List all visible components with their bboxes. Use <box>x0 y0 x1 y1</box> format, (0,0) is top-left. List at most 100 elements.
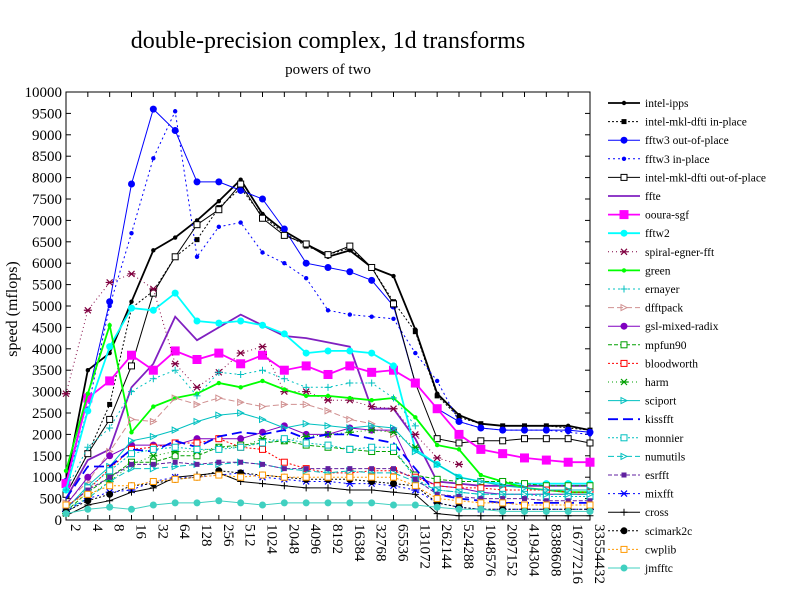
data-point-dfftpack <box>324 407 333 415</box>
data-point-fftw3 out-of-place <box>368 276 376 284</box>
data-point-ooura-sgf <box>585 457 595 467</box>
data-point-jmfftc <box>215 497 223 505</box>
data-point-spiral-egner-fft <box>83 306 92 314</box>
data-point-cwplib <box>215 471 223 479</box>
data-point-numutils <box>128 464 136 473</box>
x-tick-label: 2048 <box>285 524 301 554</box>
data-point-ooura-sgf <box>389 365 398 375</box>
data-point-esrfft <box>369 466 375 472</box>
data-point-fftw3 out-of-place <box>237 186 245 194</box>
data-point-cwplib <box>84 490 92 498</box>
x-tick-label: 16 <box>133 524 149 540</box>
data-point-fftw3 in-place <box>347 312 353 317</box>
data-point-esrfft <box>587 498 593 504</box>
data-point-ooura-sgf <box>236 359 246 369</box>
legend-label-cross: cross <box>645 507 669 519</box>
data-point-fftw3 out-of-place <box>128 180 135 188</box>
data-point-sciport <box>302 419 311 428</box>
data-point-cross <box>368 486 376 494</box>
data-point-intel-mkl-dfti in-place <box>478 421 484 427</box>
x-tick-label: 16777216 <box>569 524 585 585</box>
data-point-fftw2 <box>259 321 266 329</box>
data-point-spiral-egner-fft <box>389 405 398 413</box>
data-point-bloodworth <box>477 484 485 492</box>
data-point-ernayer <box>171 366 179 374</box>
data-point-esrfft <box>172 459 178 465</box>
data-point-jmfftc <box>455 505 463 513</box>
data-point-intel-mkl-dfti in-place <box>456 414 462 420</box>
y-tick-label: 8000 <box>32 171 62 187</box>
data-point-cwplib <box>390 473 397 481</box>
legend-marker-intel-mkl-dfti out-of-place <box>620 173 628 181</box>
data-point-ernayer <box>368 379 376 387</box>
data-point-esrfft <box>303 466 309 472</box>
data-point-intel-mkl-dfti out-of-place <box>586 439 594 447</box>
data-point-numutils <box>171 462 180 471</box>
data-point-ooura-sgf <box>279 365 289 375</box>
legend-label-fftw2: fftw2 <box>645 228 670 240</box>
data-point-cwplib <box>193 473 201 481</box>
data-point-sciport <box>477 477 485 486</box>
data-point-monnier <box>237 443 245 451</box>
x-tick-label: 8388608 <box>547 524 563 577</box>
y-tick-label: 1500 <box>32 449 62 465</box>
data-point-fftw3 in-place <box>260 250 265 255</box>
data-point-spiral-egner-fft <box>302 388 311 396</box>
data-point-ooura-sgf <box>170 346 180 356</box>
legend-label-dfftpack: dfftpack <box>645 303 683 315</box>
data-point-fftw2 <box>324 347 332 355</box>
y-tick-label: 5000 <box>32 299 62 315</box>
data-point-fftw3 in-place <box>107 303 112 309</box>
data-point-cwplib <box>259 471 266 479</box>
x-tick-label: 4096 <box>307 524 323 555</box>
data-point-cross <box>128 488 135 496</box>
data-point-jmfftc <box>324 499 332 507</box>
data-point-spiral-egner-fft <box>149 285 158 293</box>
y-tick-label: 7500 <box>32 192 62 208</box>
data-point-esrfft <box>522 496 527 502</box>
data-point-fftw2 <box>280 330 288 338</box>
data-point-dfftpack <box>259 402 267 411</box>
data-point-dfftpack <box>237 398 245 407</box>
x-tick-label: 512 <box>242 524 258 547</box>
data-point-fftw2 <box>346 347 354 355</box>
y-tick-label: 9000 <box>32 128 62 144</box>
x-tick-label: 32 <box>154 524 170 539</box>
data-point-cwplib <box>324 473 332 481</box>
data-point-intel-mkl-dfti out-of-place <box>280 231 288 239</box>
data-point-numutils <box>586 490 595 499</box>
data-point-fftw3 out-of-place <box>302 259 310 267</box>
legend-marker-bloodworth <box>620 359 628 367</box>
data-point-intel-mkl-dfti out-of-place <box>106 415 114 423</box>
legend-marker-ooura-sgf <box>619 210 629 220</box>
legend-label-harm: harm <box>645 377 669 389</box>
data-point-dfftpack <box>149 417 158 426</box>
data-point-sciport <box>586 486 595 494</box>
data-point-esrfft <box>281 466 287 472</box>
data-point-green <box>303 393 309 399</box>
data-point-fftw2 <box>149 306 157 314</box>
data-point-esrfft <box>434 491 440 497</box>
data-point-jmfftc <box>346 499 354 507</box>
x-tick-label: 4194304 <box>526 524 542 577</box>
data-point-fftw3 out-of-place <box>193 178 201 186</box>
data-point-intel-mkl-dfti out-of-place <box>390 300 397 308</box>
data-point-fftw3 in-place <box>238 220 243 225</box>
data-point-esrfft <box>478 496 484 502</box>
legend-marker-monnier <box>620 434 628 442</box>
legend-label-kissfft: kissfft <box>645 414 674 426</box>
data-point-esrfft <box>260 461 265 467</box>
legend-label-cwplib: cwplib <box>645 544 677 556</box>
y-tick-label: 9500 <box>32 106 62 122</box>
data-point-fftw3 in-place <box>500 427 505 433</box>
data-point-esrfft <box>500 496 506 502</box>
legend-marker-jmfftc <box>620 564 628 572</box>
data-point-green <box>85 391 91 396</box>
legend-label-esrfft: esrfft <box>645 470 670 482</box>
legend-marker-intel-mkl-dfti in-place <box>621 119 627 125</box>
data-point-esrfft <box>194 461 200 467</box>
data-point-ernayer <box>346 379 354 387</box>
data-point-esrfft <box>325 466 331 472</box>
data-point-mpfun90 <box>433 475 441 483</box>
data-point-numutils <box>521 490 529 499</box>
